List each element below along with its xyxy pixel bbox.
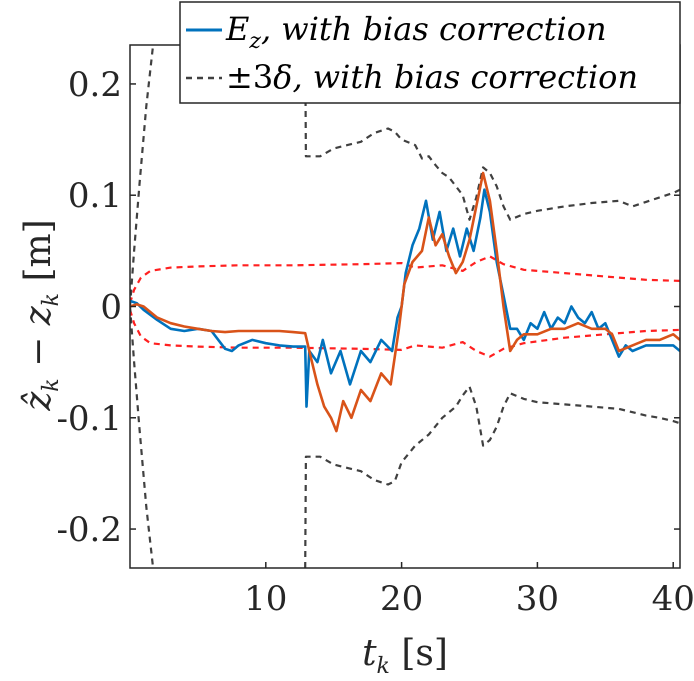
y-tick-label: 0.1: [68, 176, 122, 216]
x-tick-label: 20: [380, 579, 423, 619]
plot-area: [130, 45, 680, 568]
ticks: 10 20 30 40 0.2 0.1 0 -0.1 -0.2: [56, 45, 694, 619]
axes: [129, 44, 681, 569]
series-line-6: [304, 45, 680, 221]
series-line-5: [130, 306, 155, 568]
series-line-2: [130, 255, 680, 304]
x-tick-label: 30: [516, 579, 559, 619]
legend: Ez, with bias correction ±3δ, with bias …: [179, 1, 681, 104]
series-line-4: [130, 45, 155, 307]
x-tick-label: 40: [652, 579, 694, 619]
x-tick-label: 10: [244, 579, 287, 619]
legend-label-ez: Ez, with bias correction: [225, 10, 607, 54]
legend-label-3delta: ±3δ, with bias correction: [226, 58, 638, 96]
y-tick-label: 0.2: [68, 65, 122, 105]
y-tick-label: -0.1: [56, 399, 122, 439]
series-line-0: [130, 188, 680, 408]
legend-box: [179, 1, 681, 104]
x-axis-label: tk [s]: [362, 633, 448, 679]
y-tick-label: 0: [100, 288, 122, 328]
series-line-3: [130, 309, 680, 358]
axes-box: [129, 44, 681, 569]
y-tick-label: -0.2: [56, 510, 122, 550]
y-axis-label: ẑk − zk [m]: [18, 219, 64, 411]
series-line-7: [304, 385, 680, 568]
series-line-1: [130, 171, 680, 433]
